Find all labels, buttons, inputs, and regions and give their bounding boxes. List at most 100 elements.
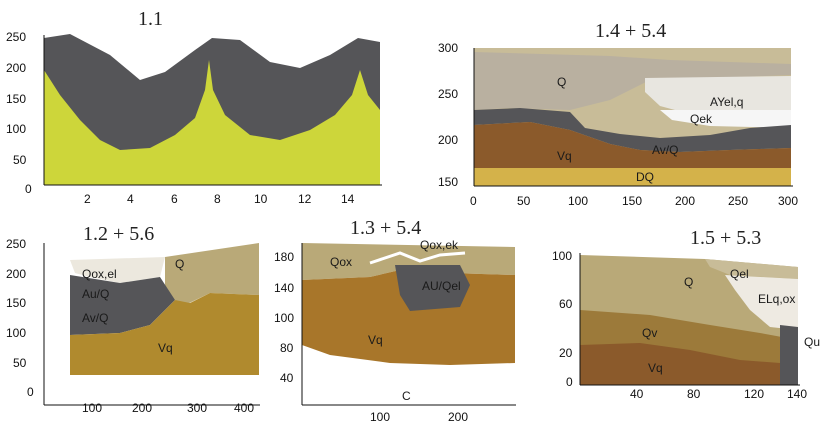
auqel-layer — [395, 265, 470, 311]
dark-band — [474, 108, 791, 152]
elqox-layer — [725, 275, 798, 330]
layer-label: Au/Q — [82, 287, 110, 301]
dark-gray-layer — [70, 275, 175, 335]
layer-label: Q — [557, 75, 567, 89]
y-tick: 100 — [6, 122, 27, 136]
y-tick: 100 — [552, 249, 573, 263]
y-tick: 200 — [6, 267, 27, 281]
x-tick: 100 — [82, 401, 103, 415]
y-tick: 150 — [438, 175, 459, 189]
y-tick: 180 — [274, 250, 295, 264]
qek-layer — [660, 110, 791, 128]
x-tick: 100 — [370, 410, 391, 424]
y-tick: 200 — [438, 133, 459, 147]
qoxek-layer — [369, 251, 466, 265]
x-tick: 6 — [171, 192, 178, 206]
y-tick: 20 — [559, 346, 573, 360]
cross-section-1-4 — [473, 48, 793, 187]
x-tick: 12 — [298, 192, 312, 206]
y-tick: 150 — [6, 92, 27, 106]
panel-title: 1.2 + 5.6 — [83, 223, 155, 245]
y-tick: 250 — [6, 237, 27, 251]
panel-1-3-5-4: 1.3 + 5.4 180 140 100 80 40 100 200 Qox,… — [270, 215, 520, 425]
x-tick: 200 — [675, 194, 696, 208]
x-tick: 120 — [744, 387, 765, 401]
panel-title: 1.1 — [138, 8, 163, 30]
layer-label: Av/Q — [82, 311, 109, 325]
qel-layer — [705, 259, 798, 279]
y-tick: 300 — [438, 41, 459, 55]
x-tick: 4 — [127, 192, 134, 206]
y-tick: 250 — [438, 87, 459, 101]
layer-label: Qox — [330, 255, 353, 269]
y-tick: 250 — [6, 30, 27, 44]
layer-label: Av/Q — [652, 143, 679, 157]
y-tick: 50 — [13, 153, 27, 167]
x-tick: 50 — [517, 194, 531, 208]
x-tick: 140 — [787, 387, 808, 401]
panel-1-2-5-6: 1.2 + 5.6 250 200 150 100 50 0 100 200 3… — [0, 215, 270, 425]
y-tick: 200 — [6, 61, 27, 75]
y-tick: 0 — [25, 182, 32, 196]
panel-title: 1.5 + 5.3 — [690, 227, 762, 249]
layer-label: C — [402, 389, 411, 403]
vq-layer — [580, 343, 780, 385]
y-tick: 140 — [274, 281, 295, 295]
panel-1-5-5-3: 1.5 + 5.3 100 60 20 0 40 80 120 140 Q Qe… — [530, 215, 827, 425]
x-tick: 10 — [254, 192, 268, 206]
ayelq-layer — [645, 76, 791, 116]
layer-label: DQ — [636, 170, 654, 184]
layer-label: Q — [175, 257, 185, 271]
layer-label: Vq — [557, 149, 572, 163]
x-tick: 0 — [470, 194, 477, 208]
y-tick: 0 — [566, 375, 573, 389]
x-tick: 100 — [568, 194, 589, 208]
panel-1-1: 1.1 250 200 150 100 50 0 2 4 6 8 10 12 1… — [0, 0, 400, 215]
layer-label: Qel — [730, 267, 749, 281]
panel-title: 1.4 + 5.4 — [595, 20, 667, 42]
layer-label: Qu — [804, 335, 821, 349]
x-tick: 250 — [728, 194, 749, 208]
x-tick: 400 — [234, 401, 255, 415]
x-tick: 2 — [84, 192, 91, 206]
x-tick: 200 — [448, 410, 469, 424]
layer-label: Vq — [368, 333, 383, 347]
panel-title: 1.3 + 5.4 — [350, 217, 422, 239]
q-layer — [165, 243, 259, 305]
vq-layer — [474, 122, 791, 175]
cross-section-1-2 — [43, 243, 260, 406]
cross-section-1-3 — [301, 243, 516, 406]
y-tick: 50 — [13, 356, 27, 370]
layer-label: Qox,el — [82, 267, 117, 281]
x-tick: 150 — [622, 194, 643, 208]
panel-1-4-5-4: 1.4 + 5.4 300 250 200 150 0 50 100 150 2… — [410, 0, 827, 215]
x-tick: 40 — [630, 387, 644, 401]
layer-label: AU/Qel — [422, 279, 461, 293]
layer-label: AYel,q — [710, 95, 744, 109]
layer-label: Q — [684, 275, 694, 289]
y-tick: 100 — [274, 311, 295, 325]
y-tick: 150 — [6, 296, 27, 310]
qoxel-layer — [70, 257, 165, 283]
yellow-green-layer — [44, 60, 380, 185]
layer-label: Qek — [690, 112, 713, 126]
x-tick: 300 — [778, 194, 799, 208]
y-tick: 80 — [280, 341, 294, 355]
dq-layer — [474, 168, 791, 186]
x-tick: 200 — [132, 401, 153, 415]
y-tick: 0 — [27, 385, 34, 399]
x-tick: 14 — [341, 192, 355, 206]
vq-layer — [70, 293, 259, 375]
x-tick: 8 — [214, 192, 221, 206]
layer-label: Qv — [642, 326, 658, 340]
layer-label: ELq,ox — [758, 292, 796, 306]
layer-label: Qox,ek — [420, 238, 459, 252]
q-layer — [474, 52, 791, 110]
y-tick: 60 — [559, 297, 573, 311]
cross-section-1-1 — [43, 34, 382, 186]
layer-label: Vq — [648, 361, 663, 375]
cross-section-1-5 — [579, 253, 800, 386]
qu-layer — [780, 325, 798, 385]
x-tick: 80 — [687, 387, 701, 401]
layer-label: Vq — [158, 341, 173, 355]
